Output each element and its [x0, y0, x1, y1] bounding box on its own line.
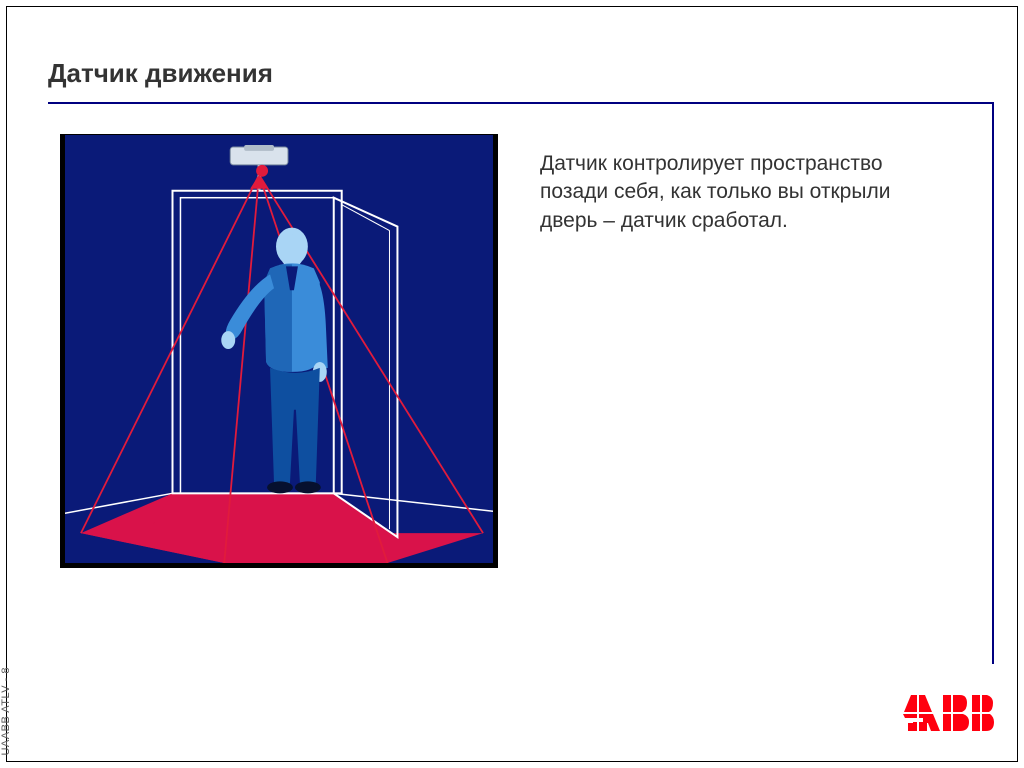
rule-horizontal — [48, 102, 994, 104]
slide-title: Датчик движения — [48, 58, 273, 89]
abb-logo — [900, 695, 994, 738]
footer-id: UAABB ATLV - 8 — [0, 667, 20, 756]
motion-sensor-diagram — [65, 135, 493, 563]
slide-body: Датчик контролирует пространство позади … — [540, 150, 950, 235]
rule-vertical — [992, 102, 994, 664]
diagram-container — [60, 134, 498, 568]
